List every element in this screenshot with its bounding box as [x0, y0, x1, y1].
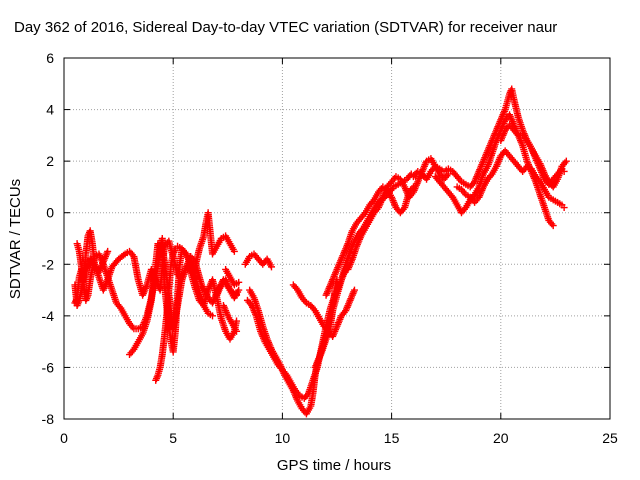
data-point [562, 157, 570, 165]
y-tick-label: 0 [46, 205, 54, 221]
y-tick-label: -2 [42, 256, 55, 272]
data-point [560, 167, 568, 175]
y-tick-label: -4 [42, 308, 55, 324]
series-trace-s [497, 121, 568, 188]
series-trace-l [289, 281, 358, 340]
data-point [104, 247, 112, 255]
data-point [267, 263, 275, 271]
data-point [549, 222, 557, 230]
data-point [560, 204, 568, 212]
series-trace-e [152, 242, 217, 384]
series-trace-g [222, 265, 243, 289]
series-trace-d [126, 209, 238, 359]
x-tick-label: 25 [602, 430, 618, 446]
y-axis-label: SDTVAR / TECUs [7, 179, 24, 299]
data-point [230, 247, 238, 255]
x-axis-label: GPS time / hours [277, 457, 391, 474]
x-tick-label: 15 [384, 430, 400, 446]
series-trace-h [219, 302, 241, 335]
data-point [233, 327, 241, 335]
axis-ticks: 0 5 10 15 20 25 -8 -6 -4 -2 0 2 4 6 [42, 50, 618, 446]
data-point [235, 286, 243, 294]
series-trace-i [241, 250, 275, 271]
y-tick-label: -6 [42, 359, 55, 375]
plot-frame [63, 57, 611, 420]
chart-title: Day 362 of 2016, Sidereal Day-to-day VTE… [14, 19, 557, 36]
x-tick-label: 0 [60, 430, 68, 446]
series-trace-f [213, 276, 243, 302]
series-trace-r [453, 147, 568, 212]
y-tick-label: 2 [46, 153, 54, 169]
x-tick-label: 10 [275, 430, 291, 446]
x-tick-label: 20 [493, 430, 509, 446]
y-tick-label: 4 [46, 102, 54, 118]
data-points [71, 85, 570, 418]
x-tick-label: 5 [169, 430, 177, 446]
data-point [235, 278, 243, 286]
data-point [350, 286, 358, 294]
series-trace-c [71, 227, 112, 310]
y-tick-label: 6 [46, 50, 54, 66]
series-trace-n [322, 183, 417, 299]
y-tick-label: -8 [42, 411, 55, 427]
data-point [209, 312, 217, 320]
grid [64, 58, 610, 419]
